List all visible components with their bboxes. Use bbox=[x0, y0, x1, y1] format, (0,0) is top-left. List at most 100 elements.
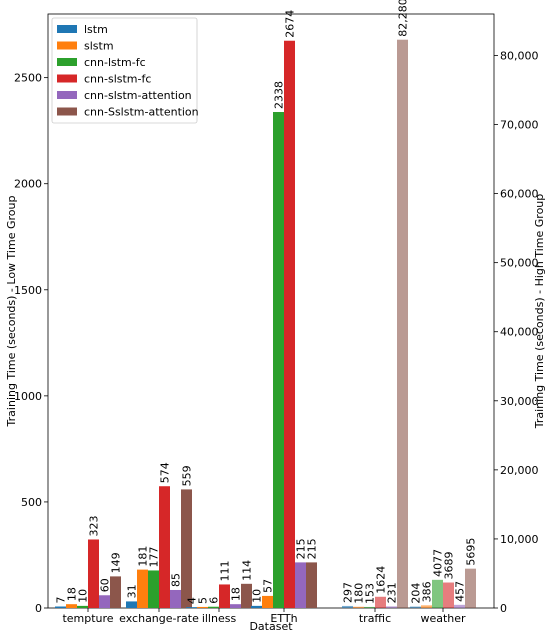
bar-illness-lstm bbox=[186, 607, 197, 608]
data-label-exchange-rate-cnn-Sslstm-attention: 559 bbox=[181, 465, 194, 486]
data-label-exchange-rate-slstm: 181 bbox=[137, 546, 150, 567]
left-tick-label: 2000 bbox=[14, 178, 42, 191]
data-label-ETTh-cnn-slstm-fc: 2674 bbox=[284, 10, 297, 38]
data-label-tempture-cnn-lstm-fc: 10 bbox=[77, 589, 90, 603]
right-tick-label: 10,000 bbox=[500, 533, 539, 546]
data-label-weather-slstm: 386 bbox=[421, 581, 434, 602]
x-tick-label-tempture: tempture bbox=[62, 612, 113, 625]
left-tick-label: 1000 bbox=[14, 390, 42, 403]
left-tick-label: 500 bbox=[21, 496, 42, 509]
data-label-ETTh-cnn-Sslstm-attention: 215 bbox=[306, 538, 319, 559]
bar-traffic-cnn-lstm-fc bbox=[364, 606, 375, 608]
bar-traffic-slstm bbox=[353, 606, 364, 608]
x-tick-label-traffic: traffic bbox=[359, 612, 391, 625]
data-label-tempture-cnn-slstm-fc: 323 bbox=[88, 515, 101, 536]
legend-swatch-lstm bbox=[57, 25, 77, 33]
left-axis-label: Training Time (seconds) - Low Time Group bbox=[5, 196, 18, 428]
left-tick-label: 1500 bbox=[14, 284, 42, 297]
bar-illness-slstm bbox=[197, 606, 208, 608]
right-tick-label: 0 bbox=[500, 602, 507, 615]
bar-traffic-cnn-slstm-attention bbox=[386, 606, 397, 608]
bar-weather-cnn-Sslstm-attention bbox=[465, 568, 476, 608]
legend-swatch-slstm bbox=[57, 41, 77, 50]
x-tick-label-exchange-rate: exchange-rate bbox=[119, 612, 199, 625]
left-axis: 0 500 1000 1500 2000 2500 bbox=[14, 72, 48, 615]
legend-label-cnn-lstm-fc: cnn-lstm-fc bbox=[84, 56, 146, 69]
bar-weather-slstm bbox=[421, 605, 432, 608]
bar-tempture-cnn-lstm-fc bbox=[77, 605, 88, 608]
bar-weather-cnn-slstm-fc bbox=[443, 582, 454, 608]
data-label-exchange-rate-cnn-lstm-fc: 177 bbox=[148, 546, 161, 567]
bar-traffic-lstm bbox=[342, 605, 353, 608]
x-axis-label: Dataset bbox=[249, 620, 293, 633]
data-label-exchange-rate-lstm: 31 bbox=[126, 584, 139, 598]
bar-weather-lstm bbox=[410, 606, 421, 608]
right-tick-label: 30,000 bbox=[500, 395, 539, 408]
data-labels-layer: 7181032360149311811775748555945611118114… bbox=[55, 0, 478, 604]
bar-tempture-slstm bbox=[66, 604, 77, 608]
data-label-illness-cnn-slstm-attention: 18 bbox=[230, 587, 243, 601]
data-label-illness-lstm: 4 bbox=[186, 597, 199, 604]
data-label-illness-cnn-Sslstm-attention: 114 bbox=[241, 560, 254, 581]
bar-exchange-rate-lstm bbox=[126, 601, 137, 608]
bar-tempture-lstm bbox=[55, 606, 66, 608]
legend-label-cnn-Sslstm-attention: cnn-Sslstm-attention bbox=[84, 106, 199, 119]
bar-tempture-cnn-Sslstm-attention bbox=[110, 576, 121, 608]
legend-label-cnn-slstm-fc: cnn-slstm-fc bbox=[84, 73, 151, 86]
bar-ETTh-cnn-Sslstm-attention bbox=[306, 562, 317, 608]
bar-tempture-cnn-slstm-fc bbox=[88, 539, 99, 608]
data-label-weather-cnn-slstm-attention: 457 bbox=[454, 581, 467, 602]
data-label-traffic-cnn-lstm-fc: 153 bbox=[364, 583, 377, 604]
data-label-tempture-slstm: 18 bbox=[66, 587, 79, 601]
legend-label-slstm: slstm bbox=[84, 40, 114, 53]
data-label-exchange-rate-cnn-slstm-fc: 574 bbox=[159, 462, 172, 483]
x-tick-label-ETTh: ETTh bbox=[270, 612, 297, 625]
data-label-illness-cnn-slstm-fc: 111 bbox=[219, 560, 232, 581]
right-tick-label: 60,000 bbox=[500, 188, 539, 201]
right-tick-label: 50,000 bbox=[500, 257, 539, 270]
bar-ETTh-lstm bbox=[251, 605, 262, 608]
legend-swatch-cnn-Sslstm-attention bbox=[57, 107, 77, 116]
data-label-weather-lstm: 204 bbox=[410, 583, 423, 604]
bar-ETTh-cnn-slstm-attention bbox=[295, 562, 306, 608]
x-tick-label-illness: illness bbox=[202, 612, 237, 625]
data-label-weather-cnn-slstm-fc: 3689 bbox=[443, 552, 456, 580]
right-tick-label: 40,000 bbox=[500, 326, 539, 339]
right-axis: 0 10,000 20,000 30,000 40,000 50,000 60,000 70,… bbox=[494, 49, 539, 615]
bar-weather-cnn-lstm-fc bbox=[432, 579, 443, 608]
data-label-traffic-lstm: 297 bbox=[342, 582, 355, 603]
bar-traffic-cnn-Sslstm-attention bbox=[397, 39, 408, 608]
data-label-ETTh-lstm: 10 bbox=[251, 589, 264, 603]
legend-box bbox=[51, 17, 198, 124]
bar-traffic-cnn-slstm-fc bbox=[375, 596, 386, 608]
bar-illness-cnn-Sslstm-attention bbox=[241, 583, 252, 608]
data-label-weather-cnn-lstm-fc: 4077 bbox=[432, 549, 445, 577]
bar-ETTh-cnn-slstm-fc bbox=[284, 40, 295, 609]
data-label-illness-slstm: 5 bbox=[197, 597, 210, 604]
data-label-weather-cnn-Sslstm-attention: 5695 bbox=[465, 538, 478, 566]
bar-illness-cnn-slstm-fc bbox=[219, 584, 230, 608]
bar-exchange-rate-cnn-lstm-fc bbox=[148, 570, 159, 608]
legend-swatch-cnn-slstm-attention bbox=[57, 91, 77, 99]
bar-illness-cnn-slstm-attention bbox=[230, 604, 241, 608]
data-label-ETTh-slstm: 57 bbox=[262, 579, 275, 593]
data-label-illness-cnn-lstm-fc: 6 bbox=[208, 597, 221, 604]
data-label-tempture-cnn-Sslstm-attention: 149 bbox=[110, 552, 123, 573]
data-label-tempture-lstm: 7 bbox=[55, 597, 68, 604]
bar-ETTh-cnn-lstm-fc bbox=[273, 112, 284, 608]
data-label-tempture-cnn-slstm-attention: 60 bbox=[99, 578, 112, 592]
data-label-traffic-cnn-slstm-attention: 231 bbox=[386, 582, 399, 603]
bar-tempture-cnn-slstm-attention bbox=[99, 595, 110, 608]
bar-exchange-rate-slstm bbox=[137, 569, 148, 608]
left-tick-label: 0 bbox=[35, 602, 42, 615]
data-label-ETTh-cnn-slstm-attention: 215 bbox=[295, 538, 308, 559]
bar-weather-cnn-slstm-attention bbox=[454, 604, 465, 608]
data-label-ETTh-cnn-lstm-fc: 2338 bbox=[273, 81, 286, 109]
bar-ETTh-slstm bbox=[262, 595, 273, 608]
data-label-traffic-cnn-slstm-fc: 1624 bbox=[375, 566, 388, 594]
legend: lstm slstm cnn-lstm-fc cnn-slstm-fc cnn-slst… bbox=[51, 17, 199, 124]
right-tick-label: 80,000 bbox=[500, 49, 539, 62]
data-label-traffic-cnn-Sslstm-attention: 82,280 bbox=[397, 0, 410, 37]
legend-swatch-cnn-slstm-fc bbox=[57, 74, 77, 83]
